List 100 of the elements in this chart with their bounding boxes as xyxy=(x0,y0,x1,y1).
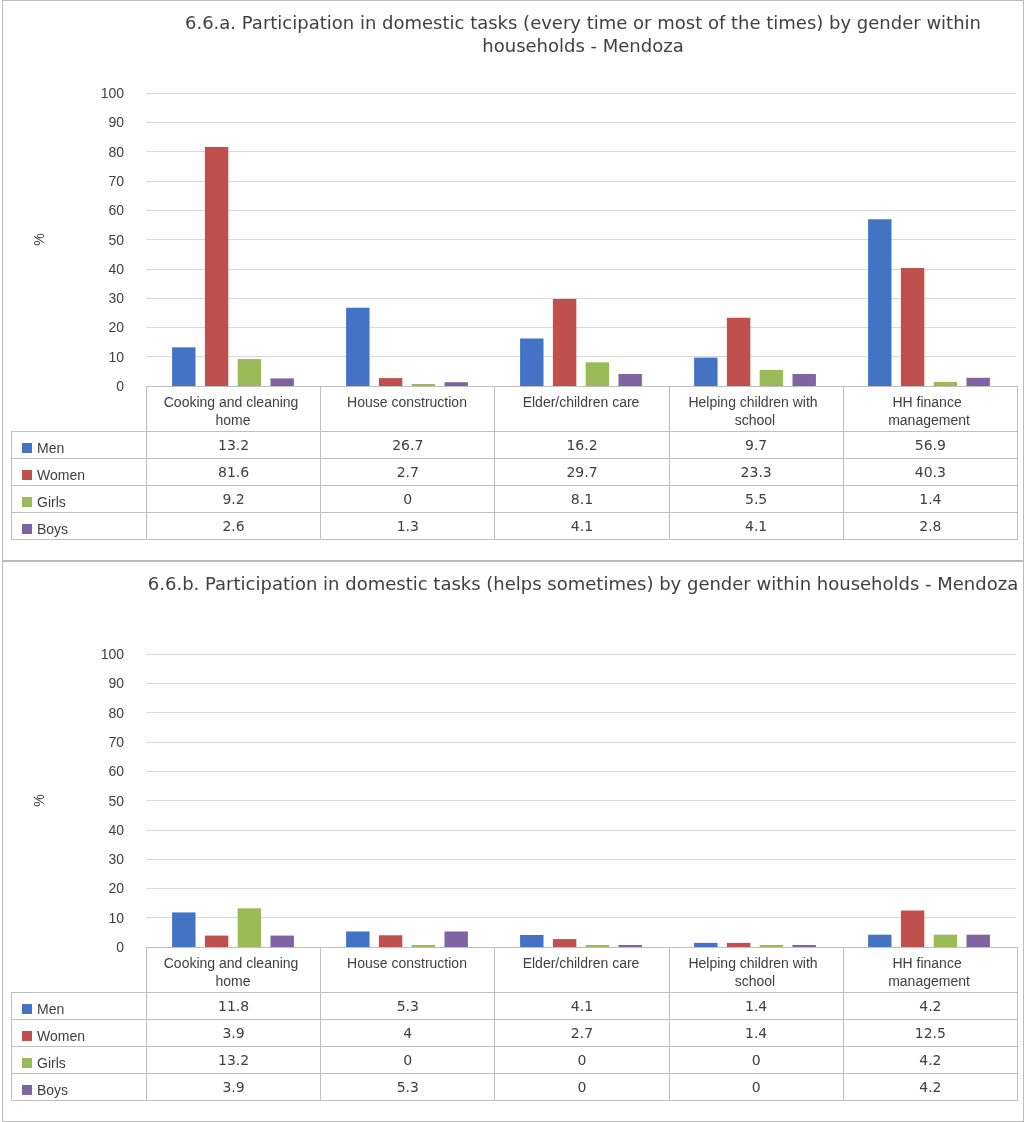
legend-label: Boys xyxy=(37,1082,69,1098)
y-tick-label: 90 xyxy=(108,114,125,131)
bar xyxy=(900,267,925,386)
y-tick-label: 50 xyxy=(108,231,125,248)
data-label: 0 xyxy=(669,1046,844,1074)
data-label: 9.2 xyxy=(146,485,321,513)
bar xyxy=(378,378,403,386)
bar xyxy=(694,357,718,386)
y-tick-label: 40 xyxy=(108,821,125,838)
legend-label: Girls xyxy=(37,1055,66,1071)
data-label: 11.8 xyxy=(146,992,321,1020)
x-tick-label: HH finance management xyxy=(888,394,970,428)
y-tick-label: 10 xyxy=(108,909,125,926)
data-label: 4 xyxy=(320,1019,495,1047)
data-label: 0 xyxy=(320,485,495,513)
y-tick-label: 10 xyxy=(108,348,125,365)
y-tick-label: 80 xyxy=(108,704,125,721)
data-label: 5.5 xyxy=(669,485,844,513)
data-label: 26.7 xyxy=(320,431,495,459)
bar xyxy=(868,219,892,386)
x-tick-label: House construction xyxy=(347,394,467,410)
legend-label: Girls xyxy=(37,494,66,510)
bar xyxy=(618,373,642,386)
x-tick-label: Cooking and cleaning home xyxy=(163,394,303,428)
x-tick-label: House construction xyxy=(347,955,467,971)
data-label: 3.9 xyxy=(146,1019,321,1047)
y-tick-label: 20 xyxy=(108,319,125,336)
y-axis-title: % xyxy=(31,233,47,246)
bar xyxy=(933,381,958,386)
y-tick-label: 70 xyxy=(108,172,125,189)
data-label: 23.3 xyxy=(669,458,844,486)
bar xyxy=(204,146,229,386)
legend-label: Boys xyxy=(37,521,69,537)
data-label: 3.9 xyxy=(146,1073,321,1101)
x-tick-label: Helping children with school xyxy=(688,955,822,989)
legend-label: Women xyxy=(37,467,85,483)
data-label: 13.2 xyxy=(146,1046,321,1074)
data-label: 4.2 xyxy=(843,1073,1018,1101)
data-label: 2.7 xyxy=(494,1019,670,1047)
data-label: 56.9 xyxy=(843,431,1018,459)
chart-title: 6.6.a. Participation in domestic tasks (every time or most of the times) by gender within households - Mendoza xyxy=(184,11,982,57)
data-label: 0 xyxy=(494,1046,670,1074)
bar xyxy=(726,317,751,386)
data-label: 9.7 xyxy=(669,431,844,459)
x-tick-label: Elder/children care xyxy=(522,394,640,410)
y-tick-label: 100 xyxy=(100,85,125,101)
bar xyxy=(552,298,577,386)
y-tick-label: 40 xyxy=(108,260,125,277)
data-label: 1.4 xyxy=(669,992,844,1020)
y-tick-label: 50 xyxy=(108,792,125,809)
y-tick-label: 30 xyxy=(108,851,125,868)
data-label: 0 xyxy=(320,1046,495,1074)
data-label: 0 xyxy=(669,1073,844,1101)
data-label: 0 xyxy=(494,1073,670,1101)
data-label: 2.7 xyxy=(320,458,495,486)
y-tick-label: 30 xyxy=(108,290,125,307)
data-label: 2.8 xyxy=(843,512,1018,540)
bar xyxy=(270,378,294,386)
y-tick-label: 20 xyxy=(108,880,125,897)
data-label: 81.6 xyxy=(146,458,321,486)
y-tick-label: 90 xyxy=(108,675,125,692)
y-tick-label: 60 xyxy=(108,202,125,219)
bar xyxy=(237,359,262,386)
y-tick-label: 60 xyxy=(108,763,125,780)
data-label: 2.6 xyxy=(146,512,321,540)
data-label: 16.2 xyxy=(494,431,670,459)
data-label: 4.1 xyxy=(494,512,670,540)
legend-label: Women xyxy=(37,1028,85,1044)
data-label: 1.4 xyxy=(669,1019,844,1047)
bar xyxy=(172,347,196,386)
bar xyxy=(585,362,610,386)
x-tick-label: HH finance management xyxy=(888,955,970,989)
data-label: 4.2 xyxy=(843,992,1018,1020)
bar xyxy=(444,382,468,386)
data-label: 5.3 xyxy=(320,992,495,1020)
data-label: 4.1 xyxy=(494,992,670,1020)
y-tick-label: 70 xyxy=(108,733,125,750)
data-label: 8.1 xyxy=(494,485,670,513)
legend-label: Men xyxy=(37,440,65,456)
data-label: 40.3 xyxy=(843,458,1018,486)
chart-title: 6.6.b. Participation in domestic tasks (helps sometimes) by gender within households - Mendoza xyxy=(146,572,1020,595)
x-tick-label: Helping children with school xyxy=(688,394,822,428)
data-label: 4.2 xyxy=(843,1046,1018,1074)
data-label: 4.1 xyxy=(669,512,844,540)
x-tick-label: Elder/children care xyxy=(522,955,640,971)
y-tick-label: 100 xyxy=(100,646,125,662)
data-label: 13.2 xyxy=(146,431,321,459)
y-axis-title: % xyxy=(31,794,47,807)
bar xyxy=(520,338,544,386)
data-label: 1.3 xyxy=(320,512,495,540)
y-tick-label: 80 xyxy=(108,143,125,160)
y-tick-label: 0 xyxy=(116,378,125,394)
data-label: 29.7 xyxy=(494,458,670,486)
bar xyxy=(346,307,370,386)
data-label: 5.3 xyxy=(320,1073,495,1101)
legend-label: Men xyxy=(37,1001,65,1017)
bar xyxy=(966,377,990,386)
y-tick-label: 0 xyxy=(116,939,125,955)
data-label: 12.5 xyxy=(843,1019,1018,1047)
x-tick-label: Cooking and cleaning home xyxy=(163,955,303,989)
